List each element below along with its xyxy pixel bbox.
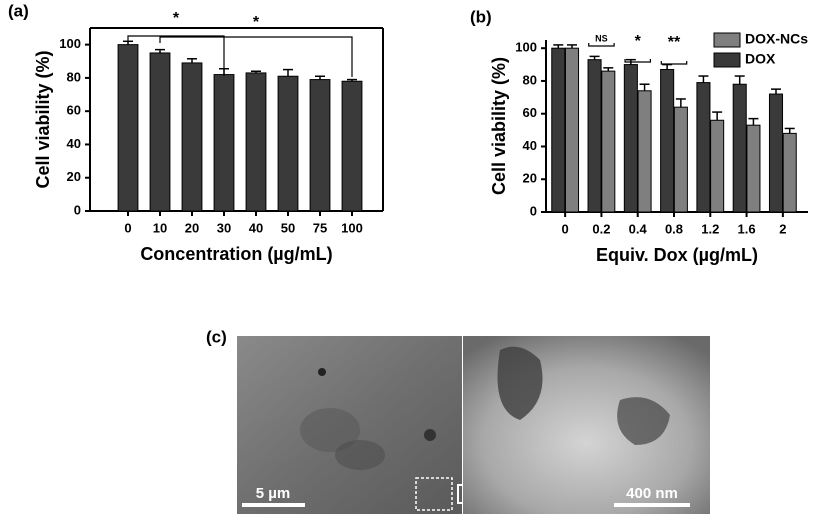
image-panel: 5 µm 400 nm (c) xyxy=(206,327,710,514)
y-tick-label: 80 xyxy=(67,69,81,84)
bar xyxy=(601,70,616,213)
x-axis-label: Equiv. Dox (µg/mL) xyxy=(596,245,758,265)
bar xyxy=(551,47,566,213)
y-tick-label: 40 xyxy=(523,138,537,153)
scale-label: 5 µm xyxy=(256,485,291,502)
scale-label: 400 nm xyxy=(626,485,678,502)
significance-bracket xyxy=(127,35,225,76)
x-tick-label: 30 xyxy=(217,220,231,235)
bar xyxy=(587,59,602,213)
x-tick-label: 75 xyxy=(313,220,327,235)
cell-structure xyxy=(335,440,385,470)
particle xyxy=(318,368,326,376)
significance-bracket xyxy=(624,59,652,63)
y-tick-label: 40 xyxy=(67,136,81,151)
bar xyxy=(149,52,171,212)
x-tick-label: 2 xyxy=(779,221,786,236)
particle-cluster xyxy=(617,397,670,445)
significance-label: * xyxy=(253,14,260,31)
y-tick-label: 60 xyxy=(67,103,81,118)
y-tick-label: 100 xyxy=(59,36,81,51)
particle xyxy=(424,429,436,441)
bar xyxy=(746,124,761,213)
x-tick-label: 0.2 xyxy=(592,221,610,236)
significance-bracket xyxy=(588,43,615,47)
y-tick-label: 60 xyxy=(523,105,537,120)
x-tick-label: 1.2 xyxy=(701,221,719,236)
y-tick-label: 100 xyxy=(515,40,537,55)
x-axis-label: Concentration (µg/mL) xyxy=(140,244,332,264)
x-tick-label: 0 xyxy=(124,220,131,235)
legend-label: DOX-NCs xyxy=(745,31,808,47)
bar xyxy=(768,93,784,213)
legend-swatch xyxy=(713,32,741,48)
panel-label: (a) xyxy=(8,1,29,20)
y-tick-label: 0 xyxy=(74,202,81,217)
panel-label: (c) xyxy=(206,327,227,346)
panel-label: (b) xyxy=(470,7,492,26)
bar xyxy=(623,64,638,213)
cell-structure xyxy=(300,408,360,452)
bar xyxy=(277,75,299,212)
bar xyxy=(341,80,363,212)
x-tick-label: 1.6 xyxy=(738,221,756,236)
x-tick-label: 0 xyxy=(562,221,569,236)
bar xyxy=(213,74,235,212)
legend-label: DOX xyxy=(745,51,776,67)
x-tick-label: 100 xyxy=(341,220,363,235)
significance-bracket xyxy=(660,61,688,65)
significance-bracket xyxy=(159,36,353,77)
bar xyxy=(673,106,688,213)
significance-label: * xyxy=(635,33,642,50)
x-tick-label: 0.8 xyxy=(665,221,683,236)
particle-cluster xyxy=(497,346,543,420)
y-tick-label: 20 xyxy=(523,171,537,186)
bar xyxy=(117,44,139,212)
bar xyxy=(181,62,203,212)
y-axis-label: Cell viability (%) xyxy=(489,57,509,195)
bar xyxy=(245,72,267,212)
bar xyxy=(564,47,580,213)
x-tick-label: 0.4 xyxy=(629,221,648,236)
y-tick-label: 80 xyxy=(523,72,537,87)
significance-label: * xyxy=(173,10,180,27)
x-tick-label: 40 xyxy=(249,220,263,235)
significance-label: NS xyxy=(595,33,608,43)
bar xyxy=(309,79,331,212)
y-tick-label: 20 xyxy=(67,169,81,184)
x-tick-label: 10 xyxy=(153,220,167,235)
x-tick-label: 20 xyxy=(185,220,199,235)
bar xyxy=(637,90,652,213)
y-tick-label: 0 xyxy=(530,203,537,218)
bar xyxy=(696,82,711,213)
x-tick-label: 50 xyxy=(281,220,295,235)
bar xyxy=(732,83,747,213)
bar xyxy=(782,132,797,213)
y-axis-label: Cell viability (%) xyxy=(33,50,53,188)
legend-swatch xyxy=(713,52,741,68)
significance-label: ** xyxy=(668,34,681,51)
bar xyxy=(660,68,675,213)
bar xyxy=(710,119,725,213)
zoom-box xyxy=(415,477,453,511)
